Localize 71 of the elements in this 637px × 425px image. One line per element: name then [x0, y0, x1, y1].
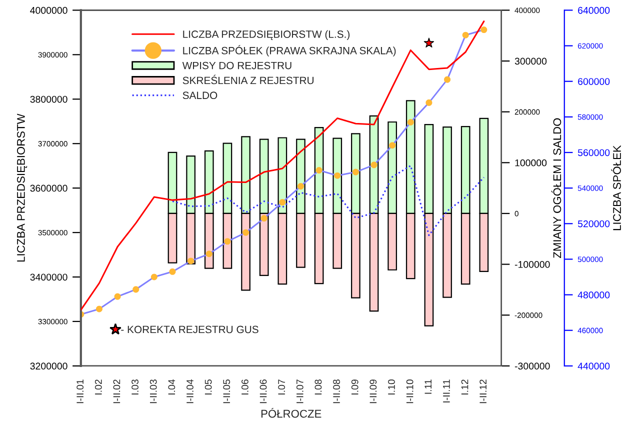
y3-tick-label: 640000 [578, 6, 610, 14]
point [96, 306, 102, 312]
y3-axis-title: LICZBA SPÓŁEK [611, 145, 621, 230]
y-tick-label: 4000000 [30, 6, 68, 14]
x-tick-label: I-II.12 [480, 380, 486, 404]
y3-tick-label: 600000 [578, 78, 610, 85]
point [480, 26, 488, 34]
legend-label: LICZBA SPÓŁEK (PRAWA SKRAJNA SKALA) [183, 45, 396, 56]
legend-label: WPISY DO REJESTRU [182, 62, 292, 70]
x-tick-label: I.08 [314, 380, 322, 394]
point [114, 293, 121, 300]
point [462, 32, 469, 38]
x-tick-label: I-II.01 [76, 380, 84, 404]
point [242, 229, 250, 236]
y2-tick-label: 100000 [515, 159, 547, 166]
point [132, 286, 140, 293]
point [224, 238, 231, 245]
x-tick-label: I-II.09 [370, 380, 377, 404]
x-tick-label: I.03 [132, 380, 138, 394]
y3-tick-label: 480000 [578, 292, 610, 298]
point [389, 142, 396, 149]
y-axis-title: LICZBA PRZEDSIĘBIORSTW [17, 114, 28, 262]
x-tick-label: I-II.07 [296, 380, 304, 404]
y2-tick-label: 300000 [514, 58, 547, 65]
y-tick-label: 3800000 [30, 96, 68, 103]
point [334, 172, 341, 179]
x-tick-label: I-II.10 [406, 379, 414, 404]
x-tick-label: I.09 [351, 380, 358, 394]
point [188, 258, 194, 264]
x-tick-label: I-II.04 [186, 379, 194, 404]
y3-tick-label: 520000 [578, 220, 610, 228]
point [260, 215, 268, 222]
point [444, 76, 451, 83]
y3-tick-label: 440000 [578, 362, 610, 370]
y-tick-label: 3600000 [30, 184, 68, 192]
legend-label: LICZBA PRZEDSIĘBIORSTW (L.S.) [183, 30, 350, 40]
point [279, 199, 286, 206]
x-tick-label: I-II.06 [260, 380, 267, 404]
x-axis-title: PÓŁROCZE [261, 408, 322, 418]
x-tick-label: I-II.05 [223, 380, 230, 404]
x-tick-label: I.04 [168, 379, 176, 394]
x-tick-label: I.06 [241, 380, 248, 394]
x-tick-label: I.07 [278, 380, 286, 394]
y-tick-label: 3200000 [30, 362, 68, 370]
x-tick-label: I-II.02 [113, 380, 120, 404]
x-tick-label: I.05 [204, 380, 212, 394]
point [297, 183, 304, 190]
point [407, 118, 414, 126]
point [370, 162, 378, 168]
y2-tick-label: -100000 [514, 261, 550, 268]
line-series [172, 164, 485, 236]
y3-tick-label: 560000 [578, 149, 610, 156]
x-tick-label: I-II.11 [443, 380, 450, 402]
x-tick-label: I.11 [424, 380, 432, 394]
point [206, 250, 212, 258]
y2-tick-label: -300000 [514, 362, 550, 370]
legend-label: - KOREKTA REJESTRU GUS [121, 326, 258, 334]
x-tick-label: I-II.03 [150, 380, 157, 404]
point [150, 274, 158, 280]
point [316, 167, 322, 174]
legend-label: SKREŚLENIA Z REJESTRU [182, 74, 314, 84]
point [352, 168, 359, 176]
y-tick-label: 3400000 [30, 274, 68, 281]
x-tick-label: I.12 [461, 380, 468, 394]
x-tick-label: I-II.08 [333, 380, 340, 404]
x-tick-label: I.02 [94, 380, 102, 394]
point [169, 268, 176, 275]
x-tick-label: I.10 [388, 380, 395, 394]
legend-label: SALDO [182, 92, 218, 100]
y2-axis-title: ZMIANY OGÓŁEM I SALDO [551, 118, 562, 258]
point [426, 99, 432, 106]
